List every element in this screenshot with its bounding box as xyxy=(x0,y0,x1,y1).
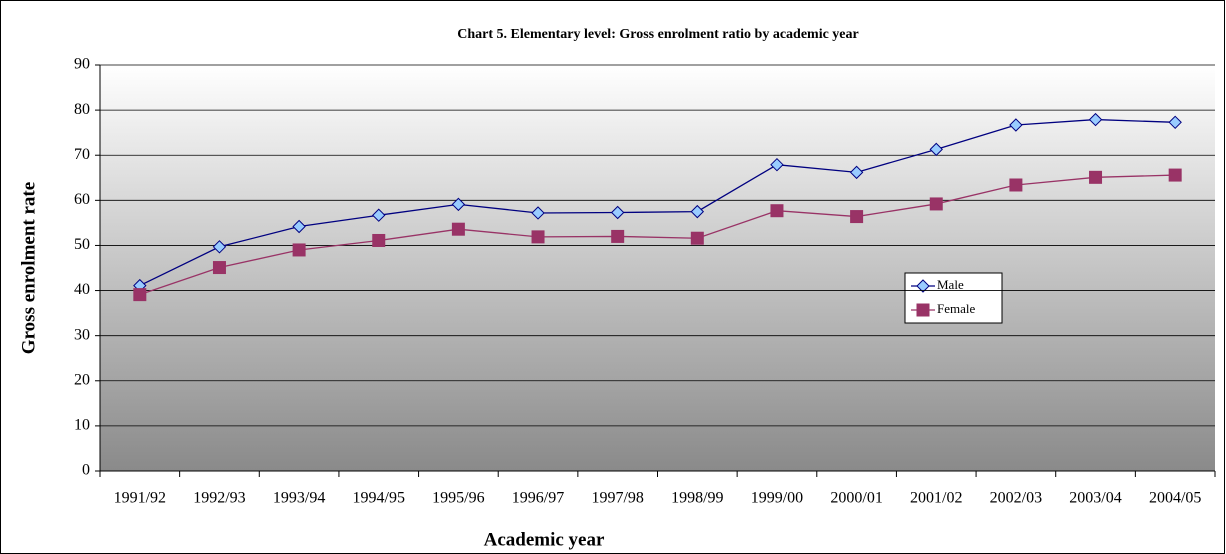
plot-area xyxy=(100,65,1215,471)
x-tick-label: 1994/95 xyxy=(353,490,405,507)
data-point xyxy=(610,205,625,220)
chart-title: Chart 5. Elementary level: Gross enrolme… xyxy=(457,27,859,42)
x-tick-label: 1997/98 xyxy=(591,490,643,507)
y-tick-label: 20 xyxy=(74,371,90,388)
x-tick-label: 2000/01 xyxy=(830,490,882,507)
x-tick-label: 2002/03 xyxy=(990,490,1042,507)
data-point xyxy=(1009,118,1023,132)
y-tick-label: 50 xyxy=(74,236,90,253)
y-axis-title: Gross enrolment rate xyxy=(18,182,39,354)
x-tick-label: 1998/99 xyxy=(671,490,723,507)
data-point xyxy=(531,230,545,244)
legend-marker xyxy=(916,279,930,293)
data-point xyxy=(531,206,545,220)
y-tick-label: 70 xyxy=(74,146,90,163)
data-point xyxy=(1168,115,1182,129)
x-tick-label: 1993/94 xyxy=(273,490,325,507)
y-tick-label: 30 xyxy=(74,326,90,343)
x-axis-title: Academic year xyxy=(484,529,605,550)
x-tick-label: 1999/00 xyxy=(751,490,803,507)
data-point xyxy=(372,208,386,222)
data-point xyxy=(690,204,705,219)
data-point xyxy=(1168,168,1182,182)
series-line xyxy=(139,118,1176,287)
y-tick-label: 10 xyxy=(74,417,90,434)
legend: Male Female xyxy=(904,272,1003,324)
x-tick-label: 1991/92 xyxy=(114,490,166,507)
y-tick-label: 80 xyxy=(74,101,90,118)
x-tick-label: 2004/05 xyxy=(1149,490,1201,507)
data-point xyxy=(212,240,227,254)
x-tick-label: 1995/96 xyxy=(432,490,484,507)
data-point xyxy=(611,229,625,243)
data-point xyxy=(212,261,226,275)
data-point xyxy=(929,197,943,211)
x-tick-label: 2001/02 xyxy=(910,490,962,507)
data-point xyxy=(690,231,704,245)
series-line xyxy=(139,174,1176,296)
data-point xyxy=(292,219,306,234)
data-point xyxy=(451,222,465,236)
data-point xyxy=(451,197,466,212)
data-point xyxy=(770,204,784,218)
data-point xyxy=(1089,170,1103,184)
data-point xyxy=(372,233,386,247)
legend-text: Female xyxy=(937,301,975,316)
legend-text: Male xyxy=(937,277,964,292)
data-point xyxy=(850,210,864,224)
y-tick-label: 60 xyxy=(74,191,90,208)
y-tick-label: 40 xyxy=(74,281,90,298)
data-point xyxy=(929,142,943,157)
y-tick-label: 0 xyxy=(82,462,90,479)
data-point xyxy=(292,243,306,257)
legend-marker xyxy=(916,303,930,317)
data-point xyxy=(1088,112,1103,127)
data-point xyxy=(1009,178,1023,192)
x-tick-label: 2003/04 xyxy=(1069,490,1121,507)
y-tick-label: 90 xyxy=(74,56,90,73)
data-point xyxy=(133,288,147,302)
x-tick-label: 1996/97 xyxy=(512,490,564,507)
data-point xyxy=(770,157,784,172)
x-tick-label: 1992/93 xyxy=(193,490,245,507)
data-point xyxy=(849,165,864,180)
